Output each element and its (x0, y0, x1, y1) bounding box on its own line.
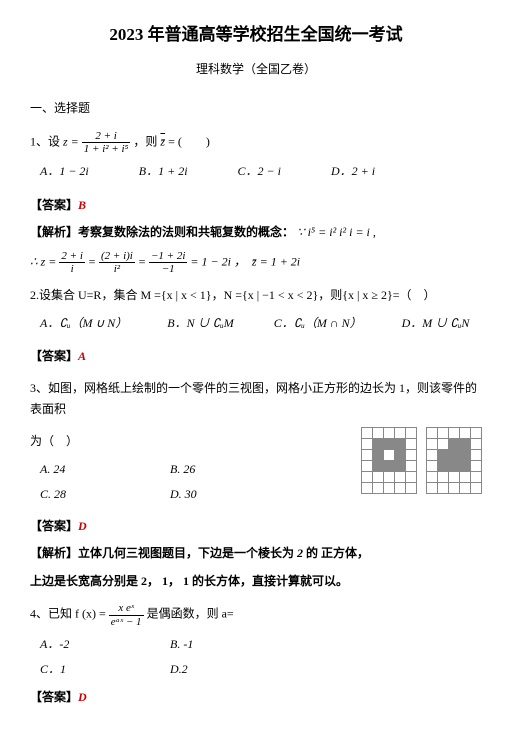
q4-opt-d: D.2 (170, 659, 300, 681)
q1-zbar: z̄ (160, 134, 165, 148)
q1-answer: 【答案】B (30, 195, 482, 217)
q1-opt-a: A．1 − 2i (40, 161, 89, 183)
q4-stem: 4、已知 f (x) = x eˣ eᵃˣ − 1 是偶函数，则 a= (30, 602, 482, 627)
q1-stem-post: = ( ) (168, 134, 210, 148)
q1-frac-num: 2 + i (82, 130, 131, 143)
q3-opt-c: C. 28 (40, 484, 170, 506)
q3-expl-label: 【解析】立体几何三视图题目，下边是一个棱长为 (30, 546, 297, 560)
q1-stem-pre: 1、设 (30, 134, 63, 148)
q2-answer: 【答案】A (30, 346, 482, 368)
q4-answer-label: 【答案】 (30, 690, 78, 704)
q4-answer: 【答案】D (30, 687, 482, 709)
q2-stem: 2.设集合 U=R，集合 M ={x | x < 1}，N ={x | −1 <… (30, 285, 482, 307)
q4-options: A．-2B. -1 C．1D.2 (30, 634, 482, 681)
q1-stem: 1、设 z = 2 + i 1 + i² + i⁵ ，则 z̄ = ( ) (30, 130, 482, 155)
q3-answer-val: D (78, 519, 87, 533)
q4-frac: x eˣ eᵃˣ − 1 (109, 602, 144, 627)
q1-opt-c: C．2 − i (238, 161, 281, 183)
q3-two: 2 (297, 546, 303, 560)
q1-step-pre: ∴ z = (30, 254, 59, 268)
q2-opt-c: C．∁ᵤ（M ∩ N） (274, 313, 362, 335)
q4-stem-pre: 4、已知 f (x) = (30, 607, 109, 621)
q3-grid-right (426, 427, 482, 494)
page-title: 2023 年普通高等学校招生全国统一考试 (30, 20, 482, 51)
q3-opt-d: D. 30 (170, 484, 300, 506)
q2-opt-d: D．M ∪ ∁ᵤN (402, 313, 470, 335)
q3-step: 上边是长宽高分别是 2， 1， 1 的长方体，直接计算就可以。 (30, 571, 482, 593)
q4-opt-c: C．1 (40, 659, 170, 681)
q4-opt-a: A．-2 (40, 634, 170, 656)
q3-grids (355, 427, 482, 494)
section-heading: 一、选择题 (30, 98, 482, 120)
q1-step: ∴ z = 2 + ii = (2 + i)ii² = −1 + 2i−1 = … (30, 250, 482, 275)
q1-expl-aside: ∵ i⁵ = i² i² i = i , (297, 225, 376, 239)
q4-frac-d: eᵃˣ − 1 (109, 616, 144, 628)
q3-opt-a: A. 24 (40, 459, 170, 481)
q1-f3: −1 + 2i−1 (149, 250, 187, 275)
q1-opt-b: B．1 + 2i (139, 161, 188, 183)
q2-opt-b: B．N ∪ ∁ᵤM (167, 313, 233, 335)
q1-f3d: −1 (149, 263, 187, 275)
q3-expl-mid: 的 正方体， (306, 546, 369, 560)
q3-opt-b: B. 26 (170, 459, 300, 481)
q3-stem1: 3、如图，网格纸上绘制的一个零件的三视图，网格小正方形的边长为 1，则该零件的表… (30, 378, 482, 421)
q2-opt-a: A．∁ᵤ（M ∪ N） (40, 313, 127, 335)
q1-stem-mid: ，则 (133, 134, 157, 148)
q1-f1n: 2 + i (59, 250, 84, 263)
q3-grid-left (361, 427, 417, 494)
q4-opt-b: B. -1 (170, 634, 300, 656)
q1-expl-label: 【解析】考察复数除法的法则和共轭复数的概念： (30, 225, 294, 239)
q1-frac-den: 1 + i² + i⁵ (82, 143, 131, 155)
q1-options: A．1 − 2i B．1 + 2i C．2 − i D．2 + i (40, 161, 482, 183)
q1-opt-d: D．2 + i (331, 161, 375, 183)
q1-stem-eq: z = (63, 134, 79, 148)
q2-answer-label: 【答案】 (30, 349, 78, 363)
page-subtitle: 理科数学（全国乙卷） (30, 59, 482, 81)
q4-stem-post: 是偶函数，则 a= (147, 607, 234, 621)
q3-answer: 【答案】D (30, 516, 482, 538)
q1-eq2: = (138, 254, 149, 268)
q1-answer-label: 【答案】 (30, 198, 78, 212)
q1-eq1: = (88, 254, 99, 268)
q1-step-post: = 1 − 2i ， z̄ = 1 + 2i (190, 254, 300, 268)
q1-f1: 2 + ii (59, 250, 84, 275)
q3-answer-label: 【答案】 (30, 519, 78, 533)
q1-answer-val: B (78, 198, 86, 212)
q4-answer-val: D (78, 690, 87, 704)
q1-f2n: (2 + i)i (99, 250, 135, 263)
q2-options: A．∁ᵤ（M ∪ N） B．N ∪ ∁ᵤM C．∁ᵤ（M ∩ N） D．M ∪ … (40, 313, 482, 335)
q1-f2: (2 + i)ii² (99, 250, 135, 275)
q1-f1d: i (59, 263, 84, 275)
q2-answer-val: A (78, 349, 86, 363)
q3-explanation: 【解析】立体几何三视图题目，下边是一个棱长为 2 的 正方体， (30, 543, 482, 565)
q1-f2d: i² (99, 263, 135, 275)
q1-explanation: 【解析】考察复数除法的法则和共轭复数的概念： ∵ i⁵ = i² i² i = … (30, 222, 482, 244)
q1-f3n: −1 + 2i (149, 250, 187, 263)
q1-frac: 2 + i 1 + i² + i⁵ (82, 130, 131, 155)
q4-frac-n: x eˣ (109, 602, 144, 615)
